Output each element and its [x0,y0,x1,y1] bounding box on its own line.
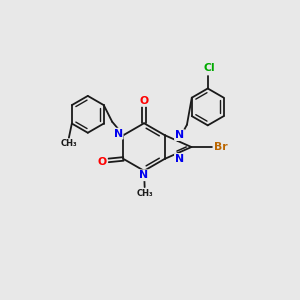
Text: O: O [140,96,148,106]
Text: CH₃: CH₃ [136,189,153,198]
Text: Cl: Cl [203,63,215,73]
Text: N: N [114,129,123,139]
Text: N: N [175,154,184,164]
Text: O: O [98,157,106,167]
Text: N: N [175,130,184,140]
Text: CH₃: CH₃ [61,139,77,148]
Text: Br: Br [214,142,227,152]
Text: N: N [140,170,148,180]
